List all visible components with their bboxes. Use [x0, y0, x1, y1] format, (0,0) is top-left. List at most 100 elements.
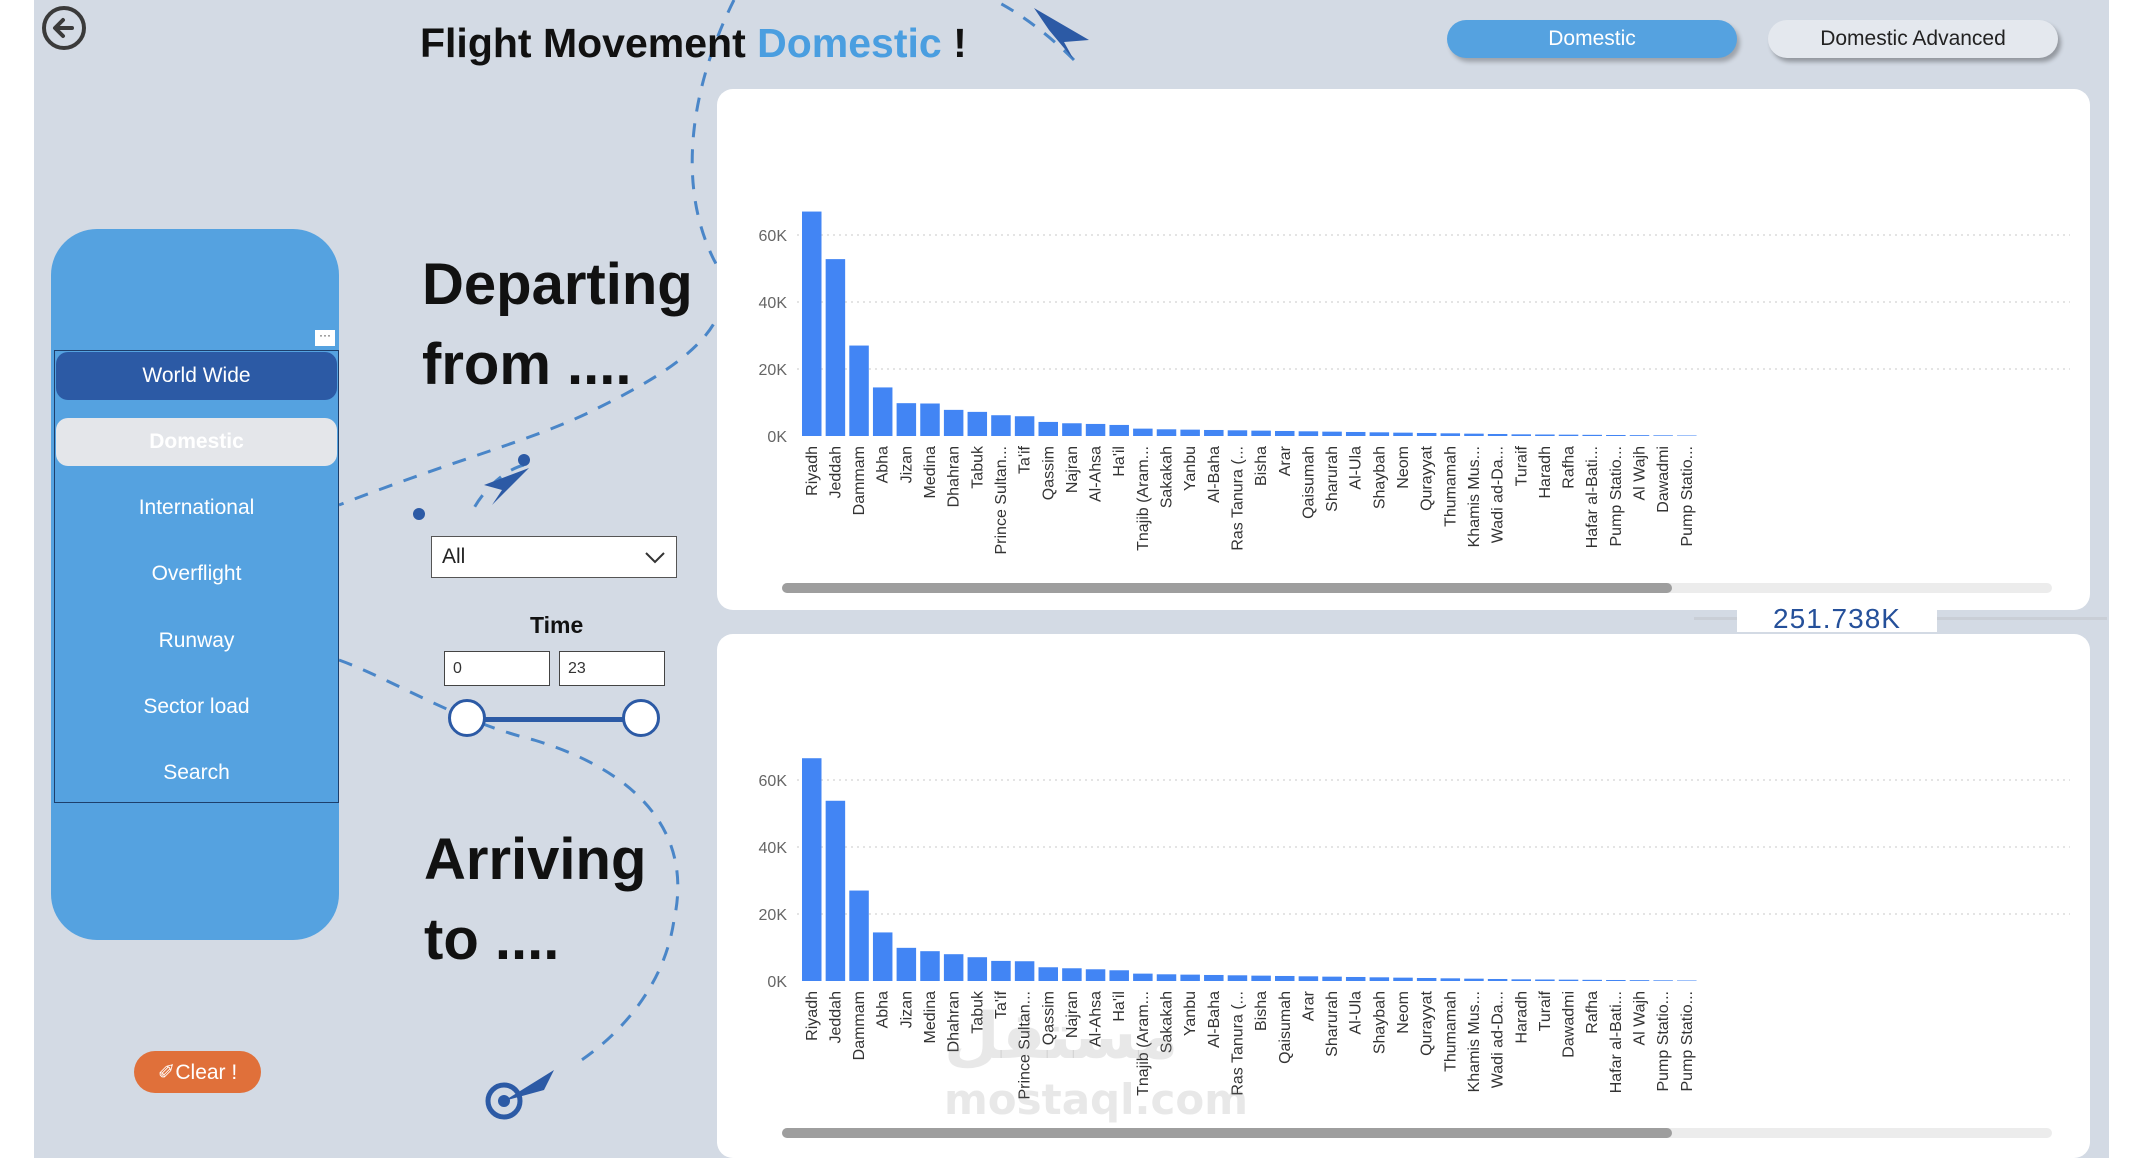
bar[interactable] [1180, 429, 1200, 436]
bar[interactable] [1275, 430, 1295, 436]
bar[interactable] [1062, 423, 1082, 436]
time-to-input[interactable]: 23 [559, 651, 665, 686]
bar[interactable] [1487, 978, 1508, 981]
bar[interactable] [1156, 974, 1177, 981]
bar[interactable] [896, 947, 917, 981]
bar[interactable] [1156, 429, 1177, 436]
nav-item-domestic[interactable]: Domestic [56, 418, 337, 466]
bar[interactable] [1653, 435, 1673, 436]
bar[interactable] [1629, 435, 1650, 436]
bar[interactable] [1416, 977, 1437, 981]
bar[interactable] [802, 758, 822, 981]
bar[interactable] [991, 415, 1011, 436]
bar[interactable] [1109, 424, 1129, 436]
nav-item-sector-load[interactable]: Sector load [143, 695, 250, 718]
tab-domestic[interactable]: Domestic [1447, 20, 1737, 58]
nav-item-runway[interactable]: Runway [158, 629, 235, 652]
x-tick-label: Dhahran [946, 991, 963, 1052]
bar[interactable] [1251, 430, 1271, 436]
bar[interactable] [1298, 976, 1319, 981]
bar[interactable] [1227, 430, 1248, 436]
bar[interactable] [1345, 976, 1366, 981]
bar[interactable] [943, 409, 964, 436]
bar[interactable] [1038, 421, 1059, 436]
bar[interactable] [991, 960, 1011, 981]
bar[interactable] [802, 211, 822, 436]
bar[interactable] [1464, 433, 1484, 436]
bar[interactable] [1133, 973, 1153, 981]
time-slider-max-handle[interactable] [622, 699, 660, 737]
bar[interactable] [1558, 979, 1579, 981]
time-label: Time [530, 612, 584, 638]
clear-button[interactable]: ✐Clear ! [134, 1051, 261, 1093]
bar[interactable] [872, 932, 893, 981]
bar[interactable] [920, 403, 940, 436]
bar[interactable] [1038, 967, 1059, 981]
bar[interactable] [1487, 433, 1508, 436]
bar[interactable] [1582, 434, 1602, 436]
bar[interactable] [1535, 979, 1555, 981]
bar[interactable] [1393, 977, 1413, 981]
bar[interactable] [1582, 979, 1602, 981]
bar[interactable] [1345, 431, 1366, 436]
bar[interactable] [849, 345, 869, 436]
bar[interactable] [1298, 431, 1319, 436]
bar[interactable] [1322, 976, 1342, 981]
bar[interactable] [1677, 980, 1697, 981]
bar[interactable] [1511, 434, 1532, 436]
nav-item-international[interactable]: International [138, 496, 255, 519]
bar[interactable] [943, 954, 964, 981]
bar[interactable] [896, 403, 917, 436]
bar[interactable] [825, 800, 846, 981]
time-slider-min-handle[interactable] [448, 699, 486, 737]
title-suffix: ! [941, 20, 967, 66]
bar[interactable] [1085, 423, 1106, 436]
bar[interactable] [1535, 434, 1555, 436]
scrollbar-thumb[interactable] [782, 583, 1672, 593]
bar[interactable] [1369, 977, 1390, 981]
bar[interactable] [849, 890, 869, 981]
bar[interactable] [1653, 980, 1673, 981]
bar[interactable] [825, 259, 846, 436]
bar[interactable] [1511, 979, 1532, 981]
bar[interactable] [1275, 975, 1295, 981]
back-arrow-icon[interactable] [42, 6, 86, 50]
nav-item-search[interactable]: Search [163, 761, 230, 784]
bar[interactable] [1109, 970, 1129, 981]
bar[interactable] [1440, 978, 1461, 981]
bar[interactable] [1369, 432, 1390, 436]
time-slider-track[interactable] [467, 717, 641, 722]
departing-chart-card: 0K 20K 40K 60K Riyadh Jeddah Dammam Abha Jizan Me… [717, 89, 2090, 610]
bar[interactable] [1014, 961, 1035, 981]
bar[interactable] [1606, 434, 1626, 436]
bar[interactable] [1558, 434, 1579, 436]
bar[interactable] [1251, 975, 1271, 981]
bar[interactable] [1204, 974, 1224, 981]
bar[interactable] [1133, 428, 1153, 436]
bar[interactable] [1606, 979, 1626, 981]
nav-item-overflight[interactable]: Overflight [151, 562, 242, 585]
bar[interactable] [1393, 432, 1413, 436]
time-from-input[interactable]: 0 [444, 651, 550, 686]
bar[interactable] [967, 957, 988, 981]
airport-dropdown[interactable]: All [431, 536, 677, 578]
bar[interactable] [1180, 974, 1200, 981]
bar[interactable] [1322, 431, 1342, 436]
bar[interactable] [920, 951, 940, 981]
bar[interactable] [1014, 416, 1035, 436]
tab-domestic-advanced[interactable]: Domestic Advanced [1768, 20, 2058, 58]
bar[interactable] [1677, 435, 1697, 436]
bar[interactable] [1464, 978, 1484, 981]
more-options-icon[interactable]: ··· [315, 329, 335, 346]
bar[interactable] [872, 387, 893, 436]
nav-item-world-wide[interactable]: World Wide [56, 352, 337, 400]
bar[interactable] [1227, 975, 1248, 981]
bar[interactable] [1440, 433, 1461, 436]
bar[interactable] [1629, 980, 1650, 981]
bar[interactable] [967, 411, 988, 436]
bar[interactable] [1062, 968, 1082, 981]
bar[interactable] [1085, 969, 1106, 981]
bar[interactable] [1204, 429, 1224, 436]
scrollbar-thumb[interactable] [782, 1128, 1672, 1138]
bar[interactable] [1416, 432, 1437, 436]
